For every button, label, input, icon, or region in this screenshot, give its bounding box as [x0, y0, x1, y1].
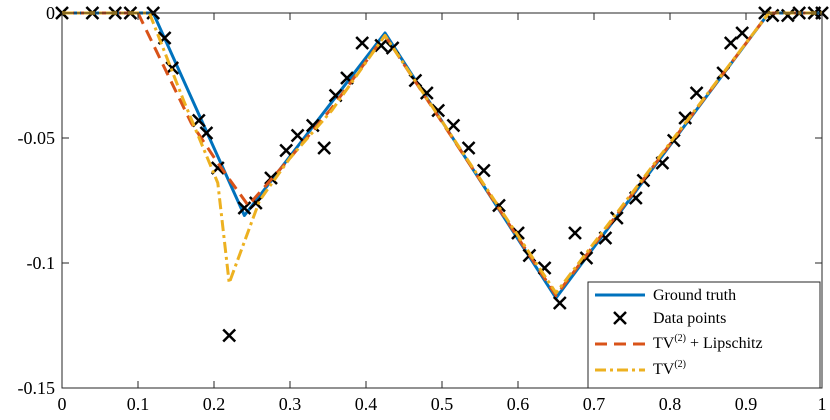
- data-point-marker: [735, 26, 750, 40]
- legend-label-tv2-lipschitz-sup: (2): [674, 333, 686, 344]
- data-point-marker: [317, 141, 332, 155]
- data-point-marker: [222, 328, 237, 343]
- legend-label-tv2-lipschitz-suffix: + Lipschitz: [686, 335, 763, 352]
- data-point-marker: [355, 36, 370, 50]
- x-tick-label: 0.1: [127, 394, 150, 414]
- data-point-marker: [431, 103, 446, 118]
- data-point-marker: [290, 128, 305, 143]
- legend-label-tv2: TV(2): [653, 359, 686, 378]
- y-tick-label: -0.05: [18, 128, 56, 148]
- data-point-marker: [248, 196, 263, 210]
- series-line-ground-truth: [62, 11, 822, 300]
- series-line-tv-2-lipschitz: [62, 11, 822, 297]
- legend-swatch-data-points: [613, 311, 627, 325]
- x-tick-label: 0.3: [279, 394, 302, 414]
- data-point-marker: [476, 163, 491, 178]
- x-tick-label: 0.9: [735, 394, 758, 414]
- x-tick-label: 0.7: [583, 394, 606, 414]
- data-point-marker: [723, 36, 738, 50]
- data-point-marker: [552, 296, 567, 310]
- legend-label-tv2-lipschitz-base: TV: [653, 335, 675, 352]
- data-point-marker: [374, 38, 389, 53]
- data-point-marker: [199, 126, 214, 140]
- data-point-marker: [780, 8, 795, 23]
- x-tick-label: 0.5: [431, 394, 454, 414]
- data-point-marker: [678, 111, 693, 125]
- y-tick-label: -0.1: [27, 253, 56, 273]
- x-tick-label: 0: [58, 394, 67, 414]
- data-point-marker: [419, 86, 434, 100]
- legend-label-tv2-base: TV: [653, 361, 675, 378]
- legend-label-tv2-lipschitz: TV(2) + Lipschitz: [653, 333, 763, 352]
- series-line-tv-2: [62, 11, 822, 295]
- x-tick-label: 1: [818, 394, 827, 414]
- data-point-marker: [689, 86, 704, 100]
- y-tick-label: -0.15: [18, 378, 56, 398]
- x-tick-label: 0.2: [203, 394, 226, 414]
- data-point-marker: [568, 226, 582, 240]
- legend-label-data-points: Data points: [653, 310, 726, 327]
- x-tick-label: 0.8: [659, 394, 682, 414]
- data-point-marker: [237, 201, 252, 215]
- data-point-marker: [446, 118, 461, 133]
- data-point-marker: [279, 143, 294, 158]
- data-point-marker: [461, 141, 476, 155]
- legend: Ground truth Data points TV(2) + Lipschi…: [587, 281, 821, 389]
- y-tick-label: 0: [46, 3, 55, 23]
- tick-labels: 0 0.1 0.2 0.3 0.4 0.5 0.6 0.7 0.8 0.9 1 0 -0.05 -0.1 -…: [18, 3, 827, 414]
- legend-label-ground-truth: Ground truth: [653, 287, 736, 304]
- x-tick-label: 0.4: [355, 394, 378, 414]
- x-tick-label: 0.6: [507, 394, 530, 414]
- legend-label-tv2-sup: (2): [674, 359, 686, 370]
- data-point-marker: [579, 251, 594, 265]
